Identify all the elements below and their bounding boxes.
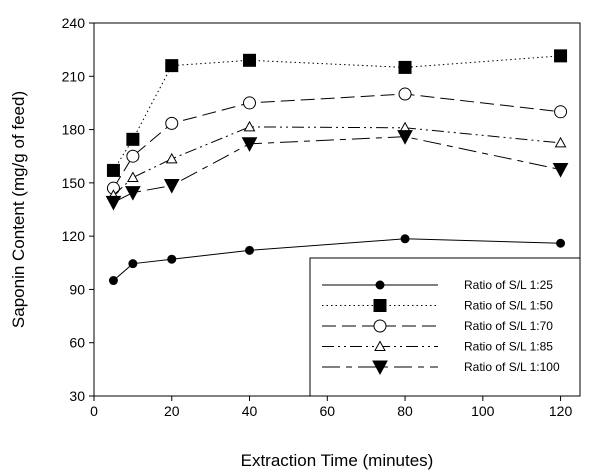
data-point <box>554 105 568 119</box>
x-axis-title: Extraction Time (minutes) <box>241 451 434 470</box>
data-point <box>400 234 410 244</box>
x-tick-label: 80 <box>397 403 413 419</box>
data-point <box>128 259 138 269</box>
data-point <box>556 238 566 248</box>
data-point <box>243 120 256 132</box>
y-tick-label: 60 <box>69 335 85 351</box>
data-point <box>243 96 257 110</box>
data-point <box>105 195 122 211</box>
legend: Ratio of S/L 1:25 Ratio of S/L 1:50 Ratio … <box>309 257 581 397</box>
legend-label: Ratio of S/L 1:100 <box>464 360 560 374</box>
data-point <box>554 49 568 63</box>
legend-entry: Ratio of S/L 1:100 <box>322 360 560 376</box>
series-line <box>113 126 561 196</box>
series-5 <box>105 130 569 211</box>
series-line <box>113 93 561 189</box>
legend-entry: Ratio of S/L 1:25 <box>322 278 553 292</box>
x-tick-label: 60 <box>319 403 335 419</box>
data-point <box>241 137 258 152</box>
series-line <box>113 136 561 203</box>
data-point <box>554 136 567 148</box>
legend-box <box>309 257 581 397</box>
x-tick-label: 0 <box>90 403 98 419</box>
y-tick-label: 150 <box>62 175 86 191</box>
y-tick-label: 240 <box>62 15 86 31</box>
data-point <box>398 60 412 74</box>
data-point <box>127 171 139 183</box>
y-axis-title: Saponin Content (mg/g of feed) <box>9 91 28 328</box>
legend-marker <box>374 340 386 351</box>
data-point <box>552 163 569 178</box>
legend-label: Ratio of S/L 1:50 <box>464 299 553 313</box>
legend-entry: Ratio of S/L 1:70 <box>322 319 553 333</box>
x-tick-label: 120 <box>549 403 573 419</box>
data-point <box>126 132 140 146</box>
legend-entry: Ratio of S/L 1:85 <box>322 340 553 354</box>
data-point <box>397 130 413 145</box>
y-tick-label: 210 <box>62 68 86 84</box>
legend-label: Ratio of S/L 1:25 <box>464 278 553 292</box>
legend-marker <box>375 280 385 290</box>
series-3 <box>106 87 568 195</box>
series-line <box>113 55 561 171</box>
legend-entry: Ratio of S/L 1:50 <box>322 299 553 313</box>
legend-marker <box>372 360 388 376</box>
axes: 0 20 40 60 80 100 120 30 60 90 120 150 180 210 240 <box>62 15 573 419</box>
data-point <box>165 59 179 73</box>
data-point <box>163 179 180 194</box>
x-tick-label: 100 <box>471 403 495 419</box>
legend-marker <box>373 299 387 312</box>
x-tick-label: 40 <box>242 403 258 419</box>
data-point <box>165 152 178 164</box>
data-point <box>245 245 255 255</box>
data-point <box>108 276 118 286</box>
y-tick-label: 90 <box>69 281 85 297</box>
x-tick-label: 20 <box>164 403 180 419</box>
series-2 <box>106 49 568 177</box>
series-1 <box>108 234 566 286</box>
y-tick-label: 120 <box>62 228 86 244</box>
y-tick-label: 180 <box>62 122 86 138</box>
legend-label: Ratio of S/L 1:70 <box>464 319 553 333</box>
y-tick-label: 30 <box>69 388 85 404</box>
data-point <box>126 149 140 163</box>
legend-marker <box>373 319 387 333</box>
data-point <box>106 163 120 177</box>
legend-label: Ratio of S/L 1:85 <box>464 340 553 354</box>
data-point <box>167 254 177 264</box>
data-point <box>125 186 141 201</box>
series-4 <box>107 120 567 200</box>
data-point <box>243 53 257 67</box>
series-layer <box>105 49 569 286</box>
data-point <box>398 87 412 101</box>
data-point <box>165 116 179 130</box>
